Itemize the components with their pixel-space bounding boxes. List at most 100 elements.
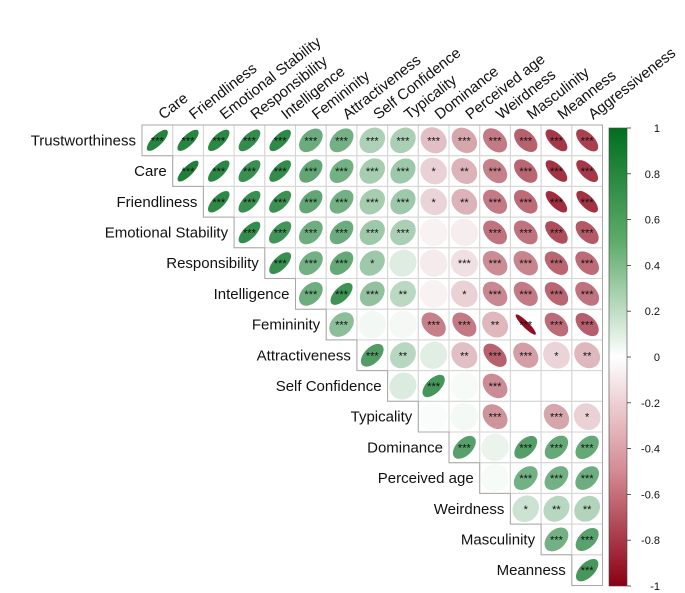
correlation-ellipse	[573, 403, 601, 431]
correlation-ellipse	[390, 219, 416, 246]
significance-label: ***	[581, 135, 595, 147]
significance-label: ***	[427, 381, 441, 393]
colorbar-tick-label: 0.8	[645, 169, 660, 181]
significance-label: ***	[581, 197, 595, 209]
correlation-ellipse	[483, 128, 508, 153]
row-label-femininity: Femininity	[252, 317, 321, 334]
significance-label: ***	[366, 166, 380, 178]
correlation-ellipse	[269, 252, 292, 275]
significance-label: ***	[581, 166, 595, 178]
correlation-ellipse	[576, 129, 599, 152]
correlation-ellipse	[358, 310, 387, 339]
correlation-ellipse	[299, 190, 323, 214]
significance-label: **	[460, 166, 469, 178]
correlation-ellipse	[574, 495, 601, 522]
significance-label: ***	[581, 258, 595, 270]
colorbar-tick-label: -1	[650, 581, 660, 593]
significance-label: *	[432, 197, 437, 209]
significance-label: ***	[274, 227, 288, 239]
correlation-ellipse	[359, 250, 385, 276]
colorbar-tick-label: -0.8	[641, 535, 660, 547]
row-label-trustworthiness: Trustworthiness	[31, 132, 136, 149]
significance-label: ***	[581, 289, 595, 301]
correlation-ellipse	[575, 281, 600, 306]
correlation-ellipse	[543, 495, 570, 522]
correlation-ellipse	[389, 310, 417, 339]
significance-label: ***	[550, 197, 564, 209]
significance-label: ***	[274, 258, 288, 270]
correlation-ellipse	[421, 312, 446, 337]
correlation-ellipse	[450, 249, 478, 277]
row-label-masculinity: Masculinity	[461, 531, 536, 548]
significance-label: ***	[550, 289, 564, 301]
significance-label: ***	[550, 166, 564, 178]
significance-label: ***	[182, 166, 196, 178]
correlation-ellipse	[515, 314, 536, 335]
significance-label: **	[399, 350, 408, 362]
colorbar-tick-label: 0.2	[645, 306, 660, 318]
significance-label: ***	[489, 166, 503, 178]
significance-label: ***	[489, 135, 503, 147]
significance-label: ***	[519, 320, 533, 332]
colorbar-tick-label: -0.4	[641, 444, 660, 456]
correlation-ellipse	[177, 129, 199, 151]
correlation-ellipse	[359, 281, 385, 307]
correlation-ellipse	[359, 189, 385, 215]
correlation-ellipse	[513, 342, 539, 368]
significance-label: ***	[304, 197, 318, 209]
colorbar-tick-label: 0.4	[645, 260, 660, 272]
significance-label: ***	[212, 197, 226, 209]
correlation-ellipse	[207, 190, 230, 213]
correlation-ellipse	[575, 466, 599, 490]
row-label-self-confidence: Self Confidence	[276, 378, 382, 395]
correlation-ellipse	[575, 220, 599, 244]
significance-label: *	[554, 350, 559, 362]
significance-label: *	[432, 166, 437, 178]
correlation-ellipse	[514, 435, 538, 459]
correlation-ellipse	[575, 251, 599, 275]
significance-label: ***	[274, 166, 288, 178]
significance-label: ***	[519, 289, 533, 301]
significance-label: ***	[243, 227, 257, 239]
correlation-ellipse	[513, 220, 538, 245]
correlation-ellipse	[482, 250, 508, 276]
significance-label: ***	[519, 227, 533, 239]
significance-label: *	[370, 258, 375, 270]
correlation-ellipse	[514, 128, 538, 152]
significance-label: ***	[458, 135, 472, 147]
correlation-ellipse	[451, 158, 478, 184]
significance-label: ***	[458, 258, 472, 270]
correlation-ellipse	[329, 220, 354, 245]
colorbar-tick-label: -0.6	[641, 489, 660, 501]
significance-label: **	[583, 504, 592, 516]
correlation-ellipse	[451, 127, 478, 154]
colorbar-tick-label: 0.6	[645, 215, 660, 227]
significance-label: ***	[397, 227, 411, 239]
row-label-typicality: Typicality	[351, 409, 413, 426]
correlation-ellipse	[511, 402, 540, 431]
row-label-intelligence: Intelligence	[214, 286, 290, 303]
correlation-ellipse	[576, 160, 599, 182]
correlation-ellipse	[511, 371, 540, 400]
significance-label: ***	[366, 350, 380, 362]
correlation-ellipse	[543, 403, 570, 430]
matrix-grid	[141, 124, 603, 586]
correlation-ellipse	[576, 190, 598, 213]
significance-label: **	[460, 350, 469, 362]
row-labels: Trustworthiness Care Friendliness Emotional…	[31, 132, 566, 579]
row-label-responsibility: Responsibility	[166, 255, 259, 272]
correlation-ellipse	[451, 188, 478, 215]
correlation-ellipse	[544, 527, 569, 552]
correlation-ellipse	[450, 280, 478, 308]
significance-label: **	[399, 289, 408, 301]
correlation-ellipse	[483, 343, 507, 367]
row-label-emotional-stability: Emotional Stability	[105, 224, 229, 241]
correlation-ellipse	[482, 281, 508, 307]
correlation-ellipse	[482, 373, 508, 399]
correlation-ellipse	[238, 160, 261, 182]
significance-label: ***	[458, 320, 472, 332]
row-label-care: Care	[134, 163, 167, 180]
significance-label: ***	[581, 227, 595, 239]
colorbar-tick-label: 1	[654, 123, 660, 135]
